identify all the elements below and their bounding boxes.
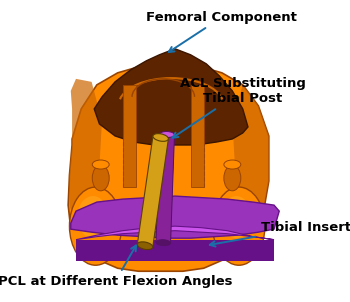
- Ellipse shape: [213, 187, 265, 265]
- Ellipse shape: [224, 160, 241, 169]
- Ellipse shape: [69, 187, 121, 265]
- Text: ACL Substituting
Tibial Post: ACL Substituting Tibial Post: [173, 77, 306, 138]
- Ellipse shape: [153, 133, 168, 141]
- Ellipse shape: [160, 131, 174, 137]
- Polygon shape: [94, 49, 248, 145]
- Polygon shape: [232, 85, 269, 235]
- Ellipse shape: [77, 196, 108, 238]
- Polygon shape: [137, 136, 168, 247]
- Ellipse shape: [92, 165, 109, 191]
- Polygon shape: [123, 85, 136, 187]
- Text: Tibial Insert: Tibial Insert: [210, 221, 350, 246]
- Ellipse shape: [137, 242, 153, 249]
- Ellipse shape: [224, 165, 241, 191]
- Polygon shape: [68, 64, 269, 271]
- Polygon shape: [147, 138, 168, 247]
- Polygon shape: [156, 134, 174, 243]
- Polygon shape: [76, 226, 274, 240]
- Text: PCL at Different Flexion Angles: PCL at Different Flexion Angles: [0, 246, 232, 288]
- Polygon shape: [69, 79, 102, 247]
- Polygon shape: [76, 240, 274, 261]
- Ellipse shape: [92, 160, 109, 169]
- Polygon shape: [191, 85, 204, 187]
- Polygon shape: [162, 134, 174, 243]
- Ellipse shape: [156, 240, 170, 246]
- Ellipse shape: [220, 196, 252, 238]
- Text: Femoral Component: Femoral Component: [146, 11, 298, 52]
- Polygon shape: [71, 196, 279, 238]
